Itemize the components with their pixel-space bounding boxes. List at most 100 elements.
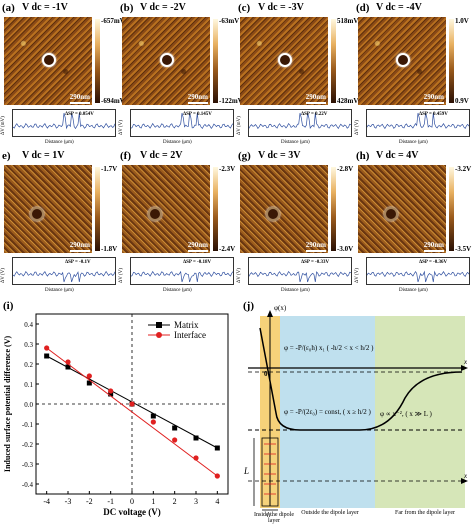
color-bar: [213, 19, 218, 103]
particle-spot: [42, 53, 56, 67]
point-interface: [193, 455, 199, 461]
profile-plot: ΔSP = 0.054V: [12, 109, 116, 137]
scale-bar: 290nm: [70, 93, 90, 104]
h-label: h: [267, 511, 271, 519]
colorbar-bottom: -2.4V: [219, 245, 236, 253]
colorbar-bottom: -694mV: [101, 97, 125, 105]
delta-sp-label: ΔSP = 0.459V: [419, 112, 448, 117]
chart-i: -4 -3 -2 -1 0 1 2 3 4 0.4 0.3 0.2 0.1 0.0 -0.1 -0.2 -0.3…: [3, 313, 229, 517]
legend-interface-swatch: [148, 332, 170, 338]
point-interface: [65, 359, 71, 365]
afm-panel-bottom-0: e) V dc = 1V 290nm -1.7V -1.8V ΔSP = -0.…: [0, 148, 118, 293]
color-bar: [213, 167, 218, 251]
profile-xlabel: Distance (μm): [281, 140, 310, 145]
equation-2: φ = -P/(2ε₀) = const, ( x ≥ h/2 ): [284, 408, 371, 416]
delta-sp-label: ΔSP = 0.145V: [183, 112, 212, 117]
point-matrix: [150, 413, 156, 419]
color-bar: [95, 19, 100, 103]
colorbar-top: 1.0V: [455, 17, 469, 25]
panel-label: (b): [120, 2, 134, 14]
equation-3: φ ∝ x⁻², ( x ≫ L ): [380, 410, 432, 418]
x-axis-label: x: [464, 358, 468, 366]
delta-sp-label: ΔSP = -0.33V: [301, 260, 330, 265]
delta-sp-label: ΔSP = -0.18V: [183, 260, 212, 265]
x-tick-label: 0: [130, 497, 134, 506]
vdc-label: V dc = -2V: [140, 2, 186, 13]
y-tick-label: -0.3: [22, 461, 34, 469]
profile-ylabel: ΔV (mV): [1, 116, 6, 135]
panel-label: (g): [238, 150, 251, 162]
panel-i-label: (i): [3, 300, 14, 312]
profile-ylabel: ΔV (V): [237, 268, 242, 283]
colorbar-top: -2.3V: [219, 165, 236, 173]
colorbar-top: -2.8V: [337, 165, 354, 173]
afm-panel-bottom-2: (g) V dc = 3V 290nm -2.8V -3.0V ΔSP = -0…: [236, 148, 354, 293]
delta-sp-label: ΔSP = 0.054V: [65, 112, 94, 117]
y-axis-label: Induced surface potential difference (V): [3, 336, 12, 473]
panel-label: (f): [120, 150, 131, 162]
x-tick-label: -1: [107, 497, 114, 506]
profile-plot: ΔSP = -0.18V: [130, 257, 234, 285]
point-interface: [172, 437, 178, 443]
profile-plot: ΔSP = -0.36V: [366, 257, 470, 285]
profile-xlabel: Distance (μm): [399, 288, 428, 293]
afm-panel-top-2: (c) V dc = -3V 290nm 518mV 428mV ΔSP = 0…: [236, 0, 358, 145]
afm-image: 290nm: [358, 17, 446, 105]
colorbar-bottom: -3.5V: [455, 245, 472, 253]
particle-spot: [384, 207, 398, 221]
profile-xlabel: Distance (μm): [399, 140, 428, 145]
vdc-label: V dc = 1V: [22, 150, 65, 161]
y-tick-label: -0.4: [22, 481, 34, 489]
phi-label: φ(x): [274, 304, 287, 312]
panel-label: (a): [2, 2, 15, 14]
region-outside: [280, 316, 375, 508]
panel-j-label: (j): [243, 300, 254, 312]
point-matrix: [172, 425, 178, 431]
point-matrix: [108, 391, 114, 397]
profile-plot: ΔSP = 0.459V: [366, 109, 470, 137]
point-matrix: [86, 380, 92, 386]
profile-ylabel: ΔV (V): [119, 268, 124, 283]
y-tick-label: 0.1: [24, 381, 33, 389]
legend-matrix-swatch: [148, 322, 170, 328]
profile-plot: ΔSP = 0.145V: [130, 109, 234, 137]
scale-bar: 290nm: [424, 241, 444, 252]
color-bar: [95, 167, 100, 251]
colorbar-top: 518mV: [337, 17, 359, 25]
vdc-label: V dc = -3V: [258, 2, 304, 13]
profile-xlabel: Distance (μm): [281, 288, 310, 293]
legend-matrix: Matrix: [174, 320, 199, 330]
fit-line-interface: [46, 347, 218, 477]
point-interface: [214, 473, 220, 479]
point-matrix: [193, 435, 199, 441]
y-tick-label: -0.1: [22, 421, 34, 429]
panel-label: e): [2, 150, 11, 162]
legend-interface: Interface: [174, 330, 206, 340]
y-tick-label: -0.2: [22, 441, 34, 449]
diagram-j: [248, 310, 468, 511]
afm-panel-top-3: (d) V dc = -4V 290nm 1.0V 0.9V ΔSP = 0.4…: [354, 0, 472, 145]
panel-j: (j) φ(x) 0 x x L h φ = -P/(ε₀h) x₁ ( -h/…: [240, 298, 474, 524]
y-tick-label: 0.2: [24, 361, 33, 369]
colorbar-bottom: 428mV: [337, 97, 359, 105]
x-axis-label: DC voltage (V): [103, 507, 161, 517]
afm-image: 290nm: [240, 17, 328, 105]
region-far-label: Far from the dipole layer: [395, 510, 455, 516]
profile-plot: ΔSP = -0.33V: [248, 257, 352, 285]
y-tick-label: 0.0: [24, 401, 33, 409]
colorbar-top: -3.2V: [455, 165, 472, 173]
point-interface: [150, 419, 156, 425]
point-matrix: [214, 445, 220, 451]
L-label: L: [244, 466, 250, 476]
scale-bar: 290nm: [188, 241, 208, 252]
x-tick-label: -4: [43, 497, 50, 506]
particle-spot: [30, 207, 44, 221]
region-outside-label: Outside the dipole layer: [301, 510, 359, 516]
region-inside-label: Inside the dipole layer: [254, 512, 294, 524]
scale-bar: 290nm: [70, 241, 90, 252]
scale-bar: 290nm: [306, 241, 326, 252]
profile-xlabel: Distance (μm): [163, 140, 192, 145]
colorbar-bottom: 0.9V: [455, 97, 469, 105]
panel-label: (h): [356, 150, 370, 162]
panel-label: (d): [356, 2, 370, 14]
